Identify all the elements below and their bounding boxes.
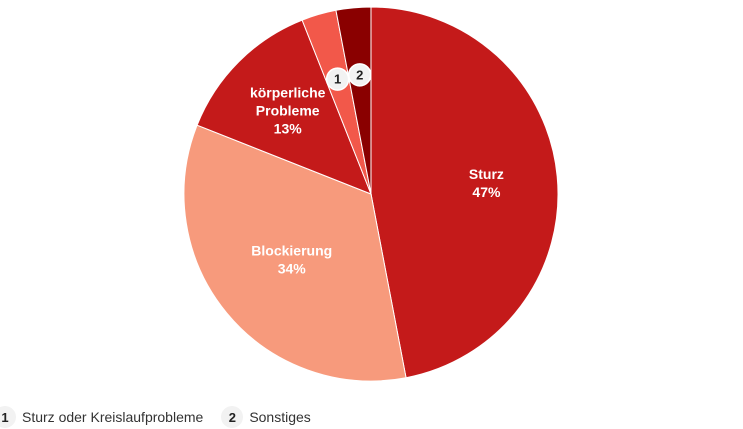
- pie-value-1: 47%: [472, 184, 501, 200]
- pie-label-3-line-2: Probleme: [256, 103, 320, 119]
- pie-chart: Sturz 47% Blockierung 34% körperliche Problem…: [183, 6, 559, 382]
- pie-slices: [183, 6, 559, 382]
- legend-marker-1: 1: [0, 406, 16, 428]
- pie-slice-2: [183, 124, 407, 382]
- pie-label-2-line-1: Blockierung: [251, 243, 332, 259]
- legend: 1 Sturz oder Kreislaufprobleme 2 Sonstig…: [0, 405, 321, 429]
- legend-marker-2: 2: [221, 406, 244, 428]
- legend-item-1: 1 Sturz oder Kreislaufprobleme: [0, 406, 203, 428]
- pie-marker-label-2: 2: [356, 67, 363, 82]
- legend-item-2: 2 Sonstiges: [221, 406, 311, 428]
- legend-label-2: Sonstiges: [249, 409, 311, 425]
- pie-slice-3: [196, 19, 372, 195]
- pie-slice-1: [370, 6, 559, 379]
- pie-marker-2: [347, 63, 372, 87]
- pie-marker-1: [325, 67, 350, 91]
- pie-label-1-line-1: Sturz: [469, 166, 504, 182]
- pie-slice-5: [335, 6, 372, 195]
- legend-label-1: Sturz oder Kreislaufprobleme: [22, 409, 204, 425]
- pie-value-2: 34%: [278, 261, 307, 277]
- pie-value-3: 13%: [274, 121, 303, 137]
- pie-marker-label-1: 1: [334, 72, 341, 87]
- pie-label-3-line-1: körperliche: [250, 85, 326, 101]
- pie-labels: Sturz 47% Blockierung 34% körperliche Problem…: [250, 85, 504, 277]
